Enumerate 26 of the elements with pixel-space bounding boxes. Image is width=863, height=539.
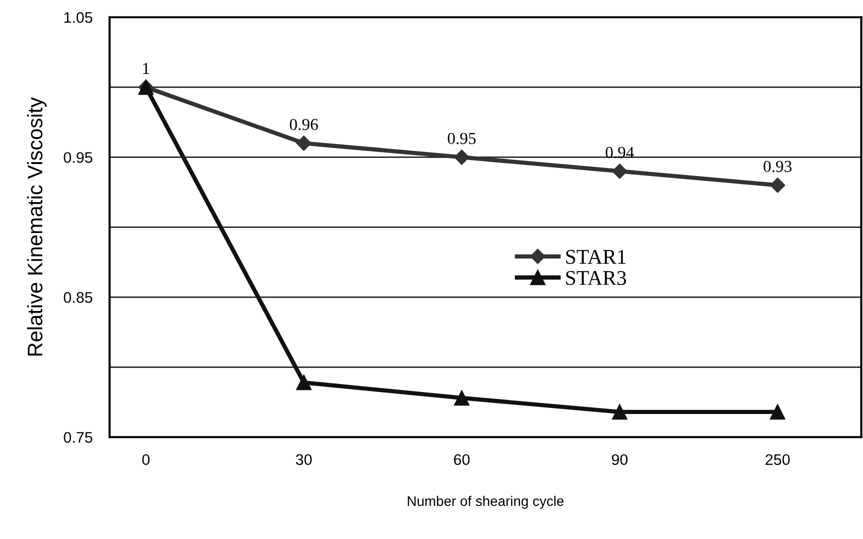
x-tick-label: 60 bbox=[454, 454, 470, 466]
point bbox=[296, 136, 312, 151]
point bbox=[454, 390, 470, 406]
data-label: 0.93 bbox=[764, 160, 792, 172]
point bbox=[612, 404, 628, 420]
legend-label: STAR3 bbox=[566, 271, 626, 286]
y-tick-label: 1.05 bbox=[64, 12, 92, 23]
data-label: 1 bbox=[143, 62, 150, 74]
legend-label: STAR1 bbox=[566, 250, 626, 264]
data-label: 0.94 bbox=[606, 146, 634, 158]
y-tick-label: 0.95 bbox=[64, 152, 92, 163]
y-tick-label: 0.85 bbox=[64, 292, 92, 303]
y-axis-title: Relative Kinematic Viscosity bbox=[27, 97, 47, 356]
y-tick-label: 0.75 bbox=[64, 432, 92, 443]
x-tick-label: 30 bbox=[296, 454, 312, 466]
data-label: 0.96 bbox=[290, 118, 318, 130]
point bbox=[454, 150, 470, 165]
x-tick-label: 90 bbox=[612, 454, 628, 466]
point bbox=[770, 178, 786, 193]
x-tick-label: 0 bbox=[142, 454, 150, 466]
data-label: 0.95 bbox=[448, 132, 476, 144]
x-axis-title: Number of shearing cycle bbox=[408, 496, 564, 509]
x-tick-label: 250 bbox=[766, 454, 790, 466]
point bbox=[770, 404, 786, 420]
point bbox=[296, 374, 312, 390]
point bbox=[612, 164, 628, 179]
